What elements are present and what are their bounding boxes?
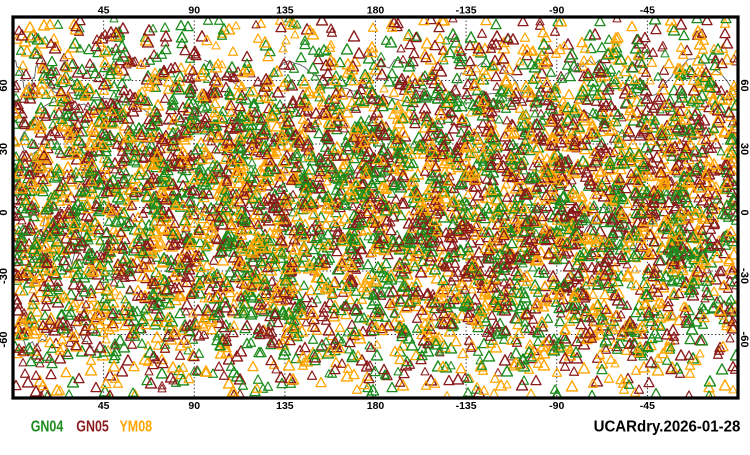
svg-text:-30: -30 — [0, 268, 10, 284]
svg-text:-30: -30 — [738, 268, 750, 284]
svg-text:30: 30 — [738, 143, 750, 155]
svg-text:45: 45 — [98, 5, 110, 17]
svg-text:90: 90 — [188, 5, 200, 17]
svg-text:135: 135 — [276, 400, 294, 412]
svg-text:-90: -90 — [549, 400, 564, 412]
svg-text:-135: -135 — [456, 5, 477, 17]
svg-text:180: 180 — [367, 5, 385, 17]
svg-text:GN05: GN05 — [76, 418, 109, 436]
svg-text:-60: -60 — [738, 332, 750, 348]
svg-text:0: 0 — [738, 209, 750, 215]
svg-text:-60: -60 — [0, 332, 10, 348]
svg-text:45: 45 — [98, 400, 110, 412]
svg-text:90: 90 — [188, 400, 200, 412]
svg-text:180: 180 — [367, 400, 385, 412]
svg-text:30: 30 — [0, 143, 10, 155]
svg-text:YM08: YM08 — [120, 418, 153, 436]
svg-text:-45: -45 — [640, 5, 655, 17]
svg-text:GN04: GN04 — [31, 418, 64, 436]
svg-text:UCARdry.2026-01-28: UCARdry.2026-01-28 — [594, 418, 741, 436]
svg-text:-90: -90 — [549, 5, 564, 17]
svg-text:60: 60 — [0, 79, 10, 91]
svg-text:-45: -45 — [640, 400, 655, 412]
svg-text:135: 135 — [276, 5, 294, 17]
svg-text:-135: -135 — [456, 400, 477, 412]
svg-text:60: 60 — [738, 79, 750, 91]
svg-text:0: 0 — [0, 209, 10, 215]
